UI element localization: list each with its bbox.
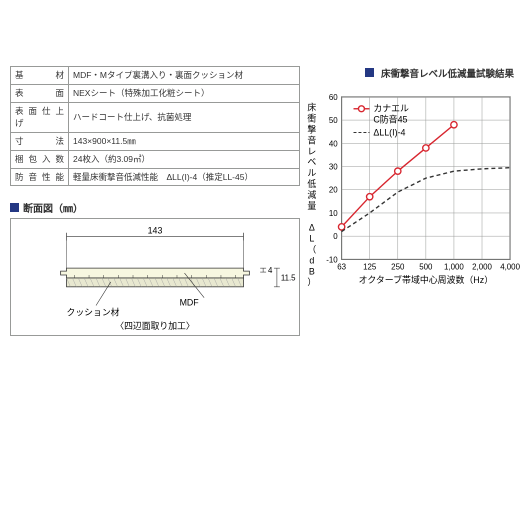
svg-text:）: ） [307,277,316,287]
svg-text:撃: 撃 [307,124,316,135]
svg-text:レ: レ [307,146,316,156]
svg-text:C防音45: C防音45 [373,114,407,125]
spec-value: 24枚入（約3.09㎡） [69,150,300,168]
spec-value: MDF・Mタイプ裏溝入り・裏面クッション材 [69,67,300,85]
svg-text:11.5: 11.5 [281,274,296,283]
svg-text:ル: ル [307,168,316,178]
svg-text:音: 音 [307,134,316,145]
svg-text:0: 0 [333,232,338,241]
svg-text:ベ: ベ [307,157,316,167]
svg-text:Δ: Δ [309,223,315,233]
spec-row: 基 材MDF・Mタイプ裏溝入り・裏面クッション材 [11,67,300,85]
spec-value: 軽量床衝撃音低減性能 ΔLL(I)-4（推定LL-45） [69,168,300,186]
spec-row: 表 面 仕 上 げハードコート仕上げ、抗菌処理 [11,102,300,133]
svg-text:250: 250 [391,262,405,271]
spec-label: 表 面 [11,84,69,102]
svg-text:63: 63 [337,262,346,271]
svg-text:MDF: MDF [180,298,200,308]
svg-text:1,000: 1,000 [444,262,464,271]
svg-text:500: 500 [419,262,433,271]
section-diagram-header: 断面図（㎜） [10,200,300,215]
spec-value: 143×900×11.5㎜ [69,133,300,151]
svg-text:低: 低 [307,178,316,189]
spec-label: 防 音 性 能 [11,168,69,186]
svg-text:（: （ [307,244,316,254]
svg-text:60: 60 [329,93,338,102]
section-diagram-title: 断面図（㎜） [23,200,83,215]
svg-text:衝: 衝 [307,113,316,124]
svg-text:d: d [309,255,314,265]
svg-text:床: 床 [307,102,316,113]
svg-text:オクターブ帯域中心周波数（Hz）: オクターブ帯域中心周波数（Hz） [359,274,494,285]
svg-text:50: 50 [329,116,338,125]
bullet-icon [10,203,19,212]
svg-text:4: 4 [268,266,273,275]
svg-text:クッション材: クッション材 [67,307,120,318]
spec-row: 表 面NEXシート（特殊加工化粧シート） [11,84,300,102]
spec-value: ハードコート仕上げ、抗菌処理 [69,102,300,133]
svg-text:減: 減 [307,189,316,200]
spec-row: 寸 法143×900×11.5㎜ [11,133,300,151]
spec-label: 表 面 仕 上 げ [11,102,69,133]
svg-text:4,000: 4,000 [500,262,520,271]
chart-container: 床衝撃音レベル低減量試験結果 -100102030405060631252505… [300,66,522,300]
svg-text:10: 10 [329,209,338,218]
spec-label: 梱 包 入 数 [11,150,69,168]
spec-row: 防 音 性 能軽量床衝撃音低減性能 ΔLL(I)-4（推定LL-45） [11,168,300,186]
svg-text:40: 40 [329,139,338,148]
cross-section-diagram: 143 4 11.5 MDF クッション材〈四辺面取り加工〉 [10,218,300,336]
svg-text:30: 30 [329,162,338,171]
svg-text:量: 量 [307,201,316,211]
svg-text:143: 143 [148,226,163,236]
chart-title: 床衝撃音レベル低減量試験結果 [300,66,522,80]
spec-table: 基 材MDF・Mタイプ裏溝入り・裏面クッション材表 面NEXシート（特殊加工化粧… [10,66,300,186]
svg-text:2,000: 2,000 [472,262,492,271]
svg-text:125: 125 [363,262,377,271]
sound-reduction-chart: -100102030405060631252505001,0002,0004,0… [300,88,520,298]
spec-row: 梱 包 入 数24枚入（約3.09㎡） [11,150,300,168]
spec-value: NEXシート（特殊加工化粧シート） [69,84,300,102]
svg-text:B: B [309,266,315,276]
svg-text:ΔLL(I)-4: ΔLL(I)-4 [373,128,405,138]
svg-text:カナエル: カナエル [373,104,409,114]
bullet-icon [365,68,374,77]
svg-text:20: 20 [329,186,338,195]
spec-label: 基 材 [11,67,69,85]
spec-label: 寸 法 [11,133,69,151]
svg-text:L: L [309,234,314,244]
svg-text:〈四辺面取り加工〉: 〈四辺面取り加工〉 [115,321,194,331]
